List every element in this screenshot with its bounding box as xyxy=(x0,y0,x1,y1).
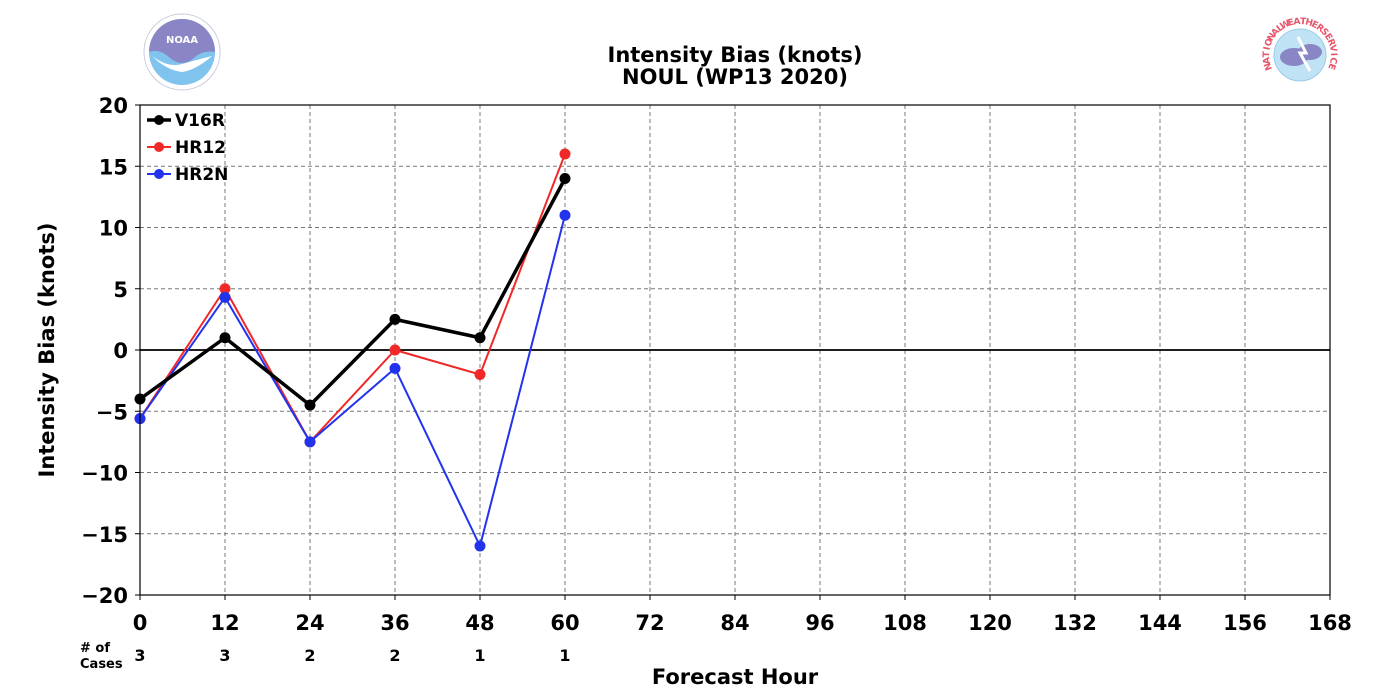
nws-letter: T xyxy=(1299,17,1307,28)
legend-label-hr2n: HR2N xyxy=(175,165,228,185)
y-tick-label: −5 xyxy=(96,400,128,424)
cases-count: 3 xyxy=(134,646,145,665)
noaa-logo-text: NOAA xyxy=(166,35,198,46)
cases-count: 2 xyxy=(304,646,315,665)
cases-row: 3 3 2 2 1 1 xyxy=(134,646,570,665)
y-tick-label: 5 xyxy=(113,278,128,302)
nws-letter: O xyxy=(1263,37,1275,48)
nws-letter: C xyxy=(1327,56,1338,65)
nws-letter: E xyxy=(1325,62,1337,71)
y-ticks: −20 −15 −10 −5 0 5 10 15 20 xyxy=(81,94,140,608)
y-tick-label: −10 xyxy=(81,462,128,486)
x-tick-label: 36 xyxy=(380,611,409,635)
data-point-hr12 xyxy=(559,148,571,160)
cases-count: 1 xyxy=(559,646,570,665)
data-point-hr2n xyxy=(389,362,401,374)
nws-letter: T xyxy=(1262,50,1272,57)
data-point-hr2n xyxy=(219,291,231,303)
x-tick-label: 60 xyxy=(550,611,579,635)
data-point-v16r xyxy=(559,173,571,184)
data-point-hr2n xyxy=(304,436,316,448)
x-tick-label: 48 xyxy=(465,611,494,635)
x-axis-label: Forecast Hour xyxy=(652,665,819,689)
x-tick-label: 132 xyxy=(1053,611,1097,635)
cases-count: 1 xyxy=(474,646,485,665)
legend: V16R HR12 HR2N xyxy=(147,111,228,185)
y-tick-label: 20 xyxy=(99,94,128,118)
y-tick-label: 15 xyxy=(99,155,128,179)
cases-label-line2: Cases xyxy=(80,657,123,672)
nws-letter: A xyxy=(1262,56,1273,65)
legend-label-v16r: V16R xyxy=(175,111,225,131)
x-tick-label: 24 xyxy=(295,611,324,635)
nws-letter: S xyxy=(1318,27,1330,39)
data-point-v16r xyxy=(474,332,486,344)
chart-title: Intensity Bias (knots) xyxy=(608,43,863,67)
nws-letter: N xyxy=(1266,31,1278,43)
noaa-logo-icon: NOAA xyxy=(143,13,221,91)
nws-letter: A xyxy=(1293,17,1301,28)
nws-letter: I xyxy=(1262,46,1272,51)
cases-count: 2 xyxy=(389,646,400,665)
y-tick-label: 0 xyxy=(113,339,128,363)
series-line-v16r xyxy=(138,177,567,407)
data-point-hr2n xyxy=(474,540,486,552)
x-tick-label: 72 xyxy=(635,611,664,635)
y-tick-label: −20 xyxy=(81,584,128,608)
nws-letter: E xyxy=(1310,20,1320,32)
data-point-hr12 xyxy=(219,283,231,295)
x-tick-label: 156 xyxy=(1223,611,1267,635)
nws-letter: R xyxy=(1325,38,1337,48)
data-point-hr12 xyxy=(474,369,486,380)
nws-letter: R xyxy=(1314,22,1326,34)
y-tick-label: −15 xyxy=(81,523,128,547)
nws-letter: I xyxy=(1328,53,1338,57)
series-line-hr2n xyxy=(139,215,566,547)
data-point-hr2n xyxy=(559,209,571,221)
y-tick-label: 10 xyxy=(99,217,128,241)
cases-count: 3 xyxy=(219,646,230,665)
y-axis-label: Intensity Bias (knots) xyxy=(35,223,59,478)
x-tick-label: 120 xyxy=(968,611,1012,635)
nws-letter: E xyxy=(1322,32,1334,43)
series-group xyxy=(134,148,571,552)
x-tick-label: 96 xyxy=(805,611,834,635)
x-ticks: 0 12 24 36 48 60 72 84 96 108 120 132 144 156 168 xyxy=(133,595,1352,635)
legend-marker-v16r xyxy=(154,115,164,125)
nws-letter: W xyxy=(1279,19,1292,32)
nws-letter: A xyxy=(1270,27,1282,39)
x-tick-label: 144 xyxy=(1138,611,1182,635)
cases-label-line1: # of xyxy=(80,641,110,656)
chart-subtitle: NOUL (WP13 2020) xyxy=(622,65,848,89)
x-tick-label: 0 xyxy=(133,611,148,635)
x-tick-label: 84 xyxy=(720,611,749,635)
nws-letter: V xyxy=(1327,44,1338,53)
nws-letter: E xyxy=(1287,18,1296,29)
x-tick-label: 108 xyxy=(883,611,927,635)
legend-label-hr12: HR12 xyxy=(175,138,226,158)
data-point-v16r xyxy=(389,313,401,325)
data-point-v16r xyxy=(304,399,316,411)
legend-marker-hr2n xyxy=(154,169,164,179)
data-point-hr12 xyxy=(389,344,401,356)
legend-marker-hr12 xyxy=(154,142,164,152)
x-tick-label: 168 xyxy=(1308,611,1352,635)
x-tick-label: 12 xyxy=(210,611,239,635)
nws-letter: H xyxy=(1304,17,1314,29)
data-point-v16r xyxy=(219,332,231,344)
series-line-hr12 xyxy=(139,153,566,443)
nws-letter: N xyxy=(1263,61,1275,72)
nws-letter: L xyxy=(1275,23,1286,35)
